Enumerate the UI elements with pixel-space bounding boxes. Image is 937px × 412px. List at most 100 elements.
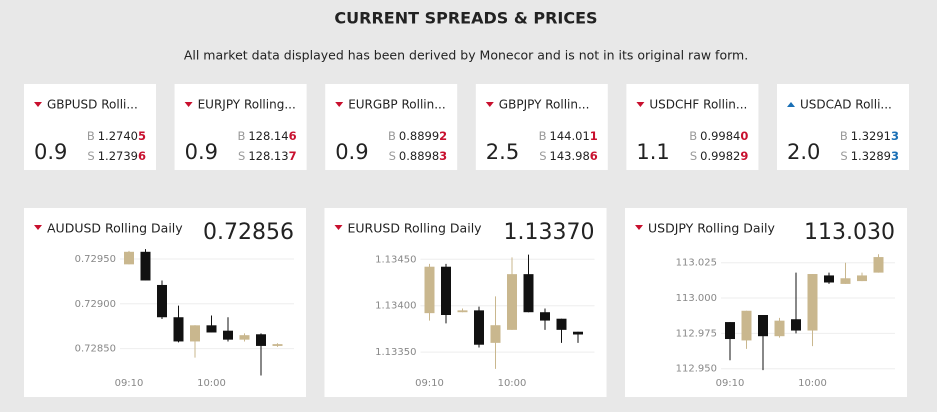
candle-body <box>424 266 435 314</box>
bid-price: 1.2740 <box>98 129 138 143</box>
chart-card <box>625 208 907 397</box>
direction-arrow <box>485 102 494 107</box>
candle-body <box>857 275 867 282</box>
direction-arrow <box>34 102 42 107</box>
sell-pip: 6 <box>590 149 598 163</box>
ticker-bid: B 0.99840 <box>689 129 748 143</box>
sell-label: S <box>87 149 94 163</box>
bid-pip: 0 <box>740 129 748 143</box>
bid-label: B <box>689 129 697 143</box>
chart-title: AUDUSD Rolling Daily <box>47 221 183 236</box>
direction-arrow <box>184 102 193 107</box>
candle-body <box>774 320 785 337</box>
y-tick-label: 0.72900 <box>75 299 116 310</box>
chart-price: 113.030 <box>804 220 895 245</box>
ticker-bid: B 1.27405 <box>87 129 146 143</box>
x-tick-label: 10:00 <box>798 378 827 389</box>
y-tick-label: 0.72850 <box>75 344 116 355</box>
page-title: CURRENT SPREADS & PRICES <box>334 9 597 28</box>
candle-body <box>540 312 550 321</box>
bid-label: B <box>840 129 848 143</box>
sell-label: S <box>238 149 245 163</box>
candle-body <box>490 325 501 343</box>
chart-price: 0.72856 <box>203 220 294 245</box>
sell-label: S <box>389 149 396 163</box>
ticker-sell: S 0.88983 <box>389 149 448 163</box>
x-tick-label: 09:10 <box>716 378 745 389</box>
ticker-card <box>475 84 608 170</box>
ticker-spread: 0.9 <box>335 140 368 164</box>
sell-price: 0.9982 <box>700 149 740 163</box>
ticker-sell: S 1.32893 <box>840 149 899 163</box>
y-tick-label: 1.13350 <box>375 347 416 358</box>
candle-body <box>457 310 468 313</box>
chart-card <box>324 208 607 397</box>
ticker-sell: S 0.99829 <box>690 149 749 163</box>
direction-arrow <box>636 102 645 107</box>
candle-body <box>223 330 233 340</box>
sell-label: S <box>539 149 546 163</box>
bid-pip: 3 <box>891 129 899 143</box>
sell-pip: 3 <box>891 149 899 163</box>
ticker-card <box>626 84 759 170</box>
y-tick-label: 113.025 <box>676 258 717 269</box>
bid-label: B <box>539 129 547 143</box>
bid-price: 144.01 <box>550 129 590 143</box>
y-tick-label: 113.000 <box>676 293 717 304</box>
candle-body <box>791 319 801 331</box>
candle-body <box>824 275 834 283</box>
ticker-spread: 2.5 <box>486 140 519 164</box>
ticker-name: GBPUSD Rolli... <box>47 98 138 112</box>
ticker-name: EURGBP Rollin... <box>348 98 445 112</box>
bid-label: B <box>237 129 245 143</box>
chart-price: 1.13370 <box>504 220 595 245</box>
candle-body <box>441 266 451 315</box>
ticker-spread: 0.9 <box>34 140 67 164</box>
candle-body <box>758 315 768 337</box>
ticker-card <box>777 84 909 170</box>
candle-body <box>239 335 250 340</box>
ticker-name: EURJPY Rolling... <box>198 98 296 112</box>
ticker-card <box>24 84 156 170</box>
bid-label: B <box>87 129 95 143</box>
candle-body <box>725 322 735 340</box>
candle-body <box>873 257 884 273</box>
sell-price: 1.3289 <box>851 149 891 163</box>
page-subtitle: All market data displayed has been deriv… <box>184 48 748 63</box>
candle-body <box>190 325 200 342</box>
ticker-sell: S 143.986 <box>539 149 598 163</box>
y-tick-label: 112.950 <box>676 364 717 375</box>
sell-label: S <box>840 149 847 163</box>
direction-arrow <box>335 102 344 107</box>
sell-pip: 7 <box>289 149 297 163</box>
bid-pip: 1 <box>590 129 598 143</box>
bid-pip: 2 <box>439 129 447 143</box>
ticker-spread: 2.0 <box>787 140 820 164</box>
x-tick-label: 10:00 <box>197 378 226 389</box>
ticker-sell: S 1.27396 <box>87 149 146 163</box>
ticker-card <box>174 84 307 170</box>
direction-arrow <box>334 225 343 230</box>
sell-pip: 3 <box>439 149 447 163</box>
ticker-card <box>325 84 458 170</box>
candle-body <box>840 278 851 284</box>
ticker-bid: B 128.146 <box>237 129 296 143</box>
y-tick-label: 0.72950 <box>75 254 116 265</box>
bid-pip: 6 <box>289 129 297 143</box>
sell-pip: 6 <box>138 149 146 163</box>
bid-price: 0.8899 <box>399 129 439 143</box>
x-tick-label: 10:00 <box>498 378 527 389</box>
x-tick-label: 09:10 <box>415 378 444 389</box>
ticker-bid: B 1.32913 <box>840 129 899 143</box>
ticker-name: GBPJPY Rollin... <box>499 98 590 112</box>
bid-price: 128.14 <box>248 129 288 143</box>
ticker-spread: 1.1 <box>636 140 669 164</box>
sell-price: 143.98 <box>550 149 590 163</box>
candle-body <box>556 318 567 330</box>
y-tick-label: 112.975 <box>676 328 717 339</box>
candle-body <box>272 344 283 346</box>
bid-price: 0.9984 <box>700 129 740 143</box>
y-tick-label: 1.13450 <box>375 254 416 265</box>
candle-body <box>124 251 134 265</box>
